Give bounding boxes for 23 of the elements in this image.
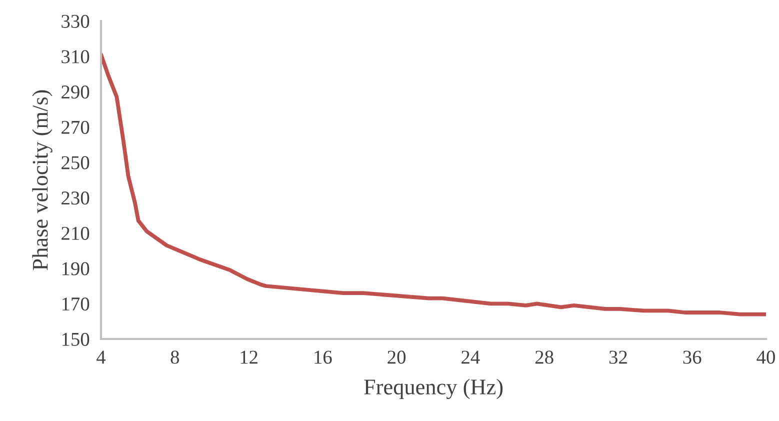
x-tick-label: 32 bbox=[609, 350, 627, 364]
y-tick-label: 170 bbox=[62, 297, 90, 311]
x-tick-label: 24 bbox=[462, 350, 480, 364]
x-tick-label: 40 bbox=[756, 350, 775, 364]
y-tick-label: 290 bbox=[62, 85, 90, 99]
y-tick-label: 270 bbox=[62, 120, 90, 134]
y-axis-title: Phase velocity (m/s) bbox=[32, 90, 52, 270]
x-axis-title: Frequency (Hz) bbox=[364, 378, 503, 400]
y-tick-label: 230 bbox=[62, 191, 90, 205]
x-tick-label: 8 bbox=[170, 350, 180, 364]
y-tick-label: 250 bbox=[62, 156, 90, 170]
x-tick-label: 36 bbox=[683, 350, 702, 364]
x-tick-label: 20 bbox=[388, 350, 406, 364]
x-tick-label: 16 bbox=[314, 350, 332, 364]
y-tick-label: 150 bbox=[62, 332, 90, 346]
y-tick-label: 190 bbox=[62, 262, 90, 276]
line-series bbox=[101, 52, 766, 316]
y-tick-label: 210 bbox=[62, 226, 90, 240]
x-tick-label: 4 bbox=[96, 350, 106, 364]
x-tick-label: 28 bbox=[535, 350, 554, 364]
y-tick-label: 310 bbox=[62, 50, 90, 64]
x-tick-label: 12 bbox=[240, 350, 258, 364]
y-tick-label: 330 bbox=[62, 14, 90, 28]
